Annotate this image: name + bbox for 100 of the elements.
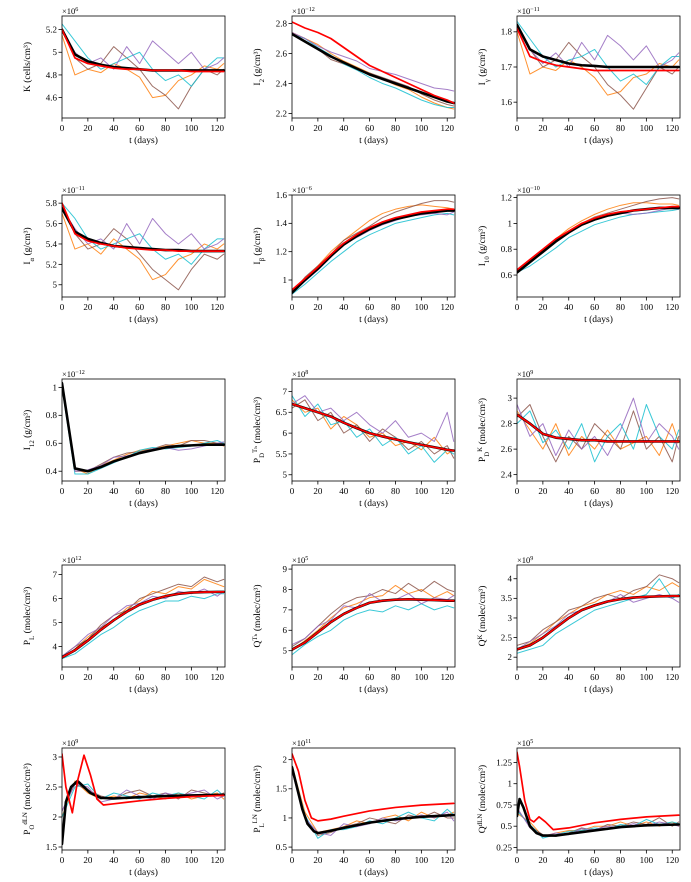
y-tick-label: 4	[52, 641, 58, 652]
x-tick-label: 20	[313, 302, 323, 312]
y-tick-label: 0.8	[500, 244, 512, 254]
x-tick-label: 0	[514, 672, 520, 682]
text: ×10$^{−6}$	[292, 185, 312, 195]
x-tick-label: 80	[390, 672, 400, 682]
x-tick-label: 40	[339, 855, 349, 865]
x-tick-label: 40	[564, 123, 574, 133]
annotation: ×10$^{11}$	[292, 738, 312, 748]
y-tick-label: 0.6	[46, 438, 58, 448]
x-tick-label: 120	[210, 672, 224, 682]
x-tick-label: 100	[640, 855, 654, 865]
x-tick-label: 0	[60, 855, 65, 865]
x-tick-label: 120	[210, 855, 224, 865]
x-tick-label: 0	[290, 855, 295, 865]
x-tick-label: 100	[414, 672, 429, 682]
x-tick-label: 100	[414, 855, 429, 865]
y-tick-label: 7	[52, 569, 58, 580]
y-tick-label: 1	[52, 382, 57, 392]
x-tick-label: 120	[440, 672, 454, 682]
y-tick-label: 1	[282, 812, 287, 823]
annotation: ×10$^{9}$	[62, 738, 78, 748]
x-axis-title: t (days)	[584, 868, 613, 878]
x-tick-label: 80	[390, 486, 400, 496]
annotation: ×10$^{5}$	[517, 738, 534, 748]
x-tick-label: 40	[109, 302, 119, 312]
y-tick-label: 0.6	[500, 270, 512, 280]
y-tick-label: 3	[508, 612, 512, 623]
y-tick-label: 0.5	[276, 842, 288, 852]
y-tick-label: 5	[52, 47, 58, 58]
x-tick-label: 80	[616, 855, 626, 865]
x-tick-label: 100	[184, 855, 199, 865]
x-tick-label: 40	[339, 486, 349, 496]
x-tick-label: 40	[109, 855, 119, 865]
x-tick-label: 80	[616, 302, 626, 312]
y-tick-label: 5.2	[46, 259, 57, 270]
x-tick-label: 20	[538, 302, 548, 312]
x-tick-label: 40	[109, 123, 119, 133]
y-tick-label: 5	[282, 470, 288, 480]
y-tick-label: 2.4	[500, 470, 512, 480]
x-tick-label: 100	[184, 302, 199, 312]
annotation: ×10$^{9}$	[517, 369, 534, 379]
annotation: ×10$^{9}$	[517, 555, 534, 565]
x-tick-label: 20	[538, 855, 548, 865]
x-tick-label: 120	[440, 855, 454, 865]
x-tick-label: 80	[160, 486, 170, 496]
x-tick-label: 20	[538, 123, 548, 133]
x-tick-label: 120	[440, 302, 454, 312]
x-axis-title: t (days)	[359, 136, 388, 146]
y-tick-label: 1	[282, 274, 287, 285]
y-tick-label: 2.8	[276, 18, 288, 28]
x-tick-label: 60	[590, 855, 600, 865]
x-tick-label: 60	[590, 672, 600, 682]
x-tick-label: 0	[60, 486, 65, 496]
y-tick-label: 0.4	[46, 466, 58, 476]
y-tick-label: 2.6	[276, 48, 288, 58]
x-tick-label: 0	[514, 486, 520, 496]
y-tick-label: 1.2	[500, 192, 512, 202]
x-tick-label: 80	[616, 486, 626, 496]
y-axis-title: K (cells/cm³)	[23, 42, 33, 92]
x-tick-label: 40	[339, 672, 349, 682]
y-tick-label: 2.4	[276, 78, 288, 88]
x-tick-label: 80	[160, 672, 170, 682]
y-tick-label: 3	[52, 752, 58, 762]
x-tick-label: 60	[135, 486, 145, 496]
x-tick-label: 60	[135, 855, 145, 865]
x-tick-label: 20	[83, 855, 93, 865]
x-tick-label: 0	[514, 302, 520, 312]
x-tick-label: 40	[564, 486, 574, 496]
x-tick-label: 100	[414, 123, 429, 133]
y-tick-label: 3.5	[500, 593, 512, 604]
annotation: ×10$^{−11}$	[62, 185, 85, 195]
x-tick-label: 120	[665, 855, 680, 865]
x-tick-label: 80	[616, 123, 626, 133]
x-tick-label: 80	[390, 855, 400, 865]
y-tick-label: 1.2	[276, 246, 287, 257]
x-axis-title: t (days)	[129, 315, 158, 325]
x-tick-label: 100	[640, 672, 654, 682]
x-tick-label: 100	[640, 486, 654, 496]
x-tick-label: 0	[290, 672, 295, 682]
text: ×10$^{−11}$	[517, 6, 540, 16]
y-tick-label: 0.75	[496, 800, 512, 810]
x-tick-label: 100	[184, 486, 199, 496]
y-tick-label: 1.6	[276, 190, 288, 200]
x-tick-label: 120	[665, 302, 680, 312]
x-axis-title: t (days)	[584, 315, 613, 325]
x-axis-title: t (days)	[359, 685, 388, 695]
x-tick-label: 80	[390, 123, 400, 133]
x-tick-label: 120	[665, 486, 680, 496]
y-tick-label: 6	[52, 593, 58, 604]
y-tick-label: 4.8	[46, 70, 58, 80]
x-tick-label: 20	[538, 486, 548, 496]
x-tick-label: 120	[440, 123, 454, 133]
x-tick-label: 20	[313, 486, 323, 496]
y-tick-label: 2	[508, 652, 512, 662]
y-tick-label: 2.8	[500, 418, 512, 429]
x-tick-label: 60	[590, 123, 600, 133]
x-tick-label: 80	[160, 855, 170, 865]
y-tick-label: 1.5	[276, 784, 288, 794]
y-tick-label: 5.2	[46, 24, 57, 34]
